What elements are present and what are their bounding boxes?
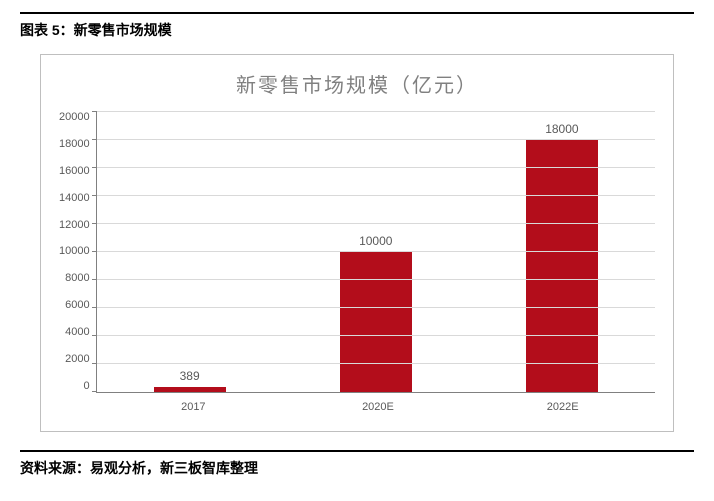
y-tick-mark bbox=[92, 251, 97, 252]
gridline bbox=[97, 363, 655, 364]
x-tick-label: 2022E bbox=[470, 401, 655, 413]
bar-group: 389 bbox=[97, 369, 283, 392]
x-tick-label: 2020E bbox=[286, 401, 471, 413]
y-tick-label: 14000 bbox=[59, 193, 90, 204]
gridline bbox=[97, 223, 655, 224]
y-tick-label: 2000 bbox=[65, 354, 89, 365]
y-tick-label: 10000 bbox=[59, 246, 90, 257]
figure-heading-row: 图表 5：新零售市场规模 bbox=[20, 12, 694, 40]
y-tick-mark bbox=[92, 307, 97, 308]
bars-layer: 389 10000 18000 bbox=[97, 112, 655, 392]
y-tick-label: 12000 bbox=[59, 220, 90, 231]
bar-group: 18000 bbox=[469, 122, 655, 392]
x-tick-label: 2017 bbox=[101, 401, 286, 413]
y-tick-mark bbox=[92, 139, 97, 140]
bar bbox=[154, 387, 226, 392]
bar bbox=[526, 140, 598, 392]
bar-value-label: 389 bbox=[180, 369, 200, 383]
plot-area: 389 10000 18000 bbox=[96, 112, 655, 393]
x-axis-labels: 20172020E2022E bbox=[101, 393, 655, 413]
y-tick-mark bbox=[92, 195, 97, 196]
y-tick-mark bbox=[92, 363, 97, 364]
x-axis: 20172020E2022E bbox=[101, 393, 655, 413]
y-tick-label: 8000 bbox=[65, 273, 89, 284]
gridline bbox=[97, 195, 655, 196]
bar-value-label: 10000 bbox=[359, 234, 392, 248]
source-text: 资料来源：易观分析，新三板智库整理 bbox=[20, 460, 258, 476]
y-tick-mark bbox=[92, 335, 97, 336]
y-tick-label: 4000 bbox=[65, 327, 89, 338]
y-tick-label: 16000 bbox=[59, 166, 90, 177]
gridline bbox=[97, 139, 655, 140]
gridline bbox=[97, 335, 655, 336]
y-tick-mark bbox=[92, 391, 97, 392]
chart-container: 新零售市场规模（亿元） 2000018000160001400012000100… bbox=[40, 54, 674, 432]
gridline bbox=[97, 167, 655, 168]
gridline bbox=[97, 251, 655, 252]
figure-heading: 图表 5：新零售市场规模 bbox=[20, 22, 172, 38]
y-tick-label: 0 bbox=[83, 381, 89, 392]
y-tick-mark bbox=[92, 223, 97, 224]
gridline bbox=[97, 279, 655, 280]
y-tick-label: 18000 bbox=[59, 139, 90, 150]
y-tick-mark bbox=[92, 279, 97, 280]
plot-row: 2000018000160001400012000100008000600040… bbox=[59, 112, 655, 393]
gridline bbox=[97, 307, 655, 308]
y-tick-label: 20000 bbox=[59, 112, 90, 123]
y-tick-mark bbox=[92, 167, 97, 168]
bar-value-label: 18000 bbox=[545, 122, 578, 136]
source-row: 资料来源：易观分析，新三板智库整理 bbox=[20, 450, 694, 478]
y-tick-label: 6000 bbox=[65, 300, 89, 311]
chart-title: 新零售市场规模（亿元） bbox=[59, 69, 655, 98]
gridline bbox=[97, 111, 655, 112]
bar-group: 10000 bbox=[283, 234, 469, 392]
y-axis: 2000018000160001400012000100008000600040… bbox=[59, 112, 96, 392]
bar bbox=[340, 252, 412, 392]
y-tick-mark bbox=[92, 111, 97, 112]
